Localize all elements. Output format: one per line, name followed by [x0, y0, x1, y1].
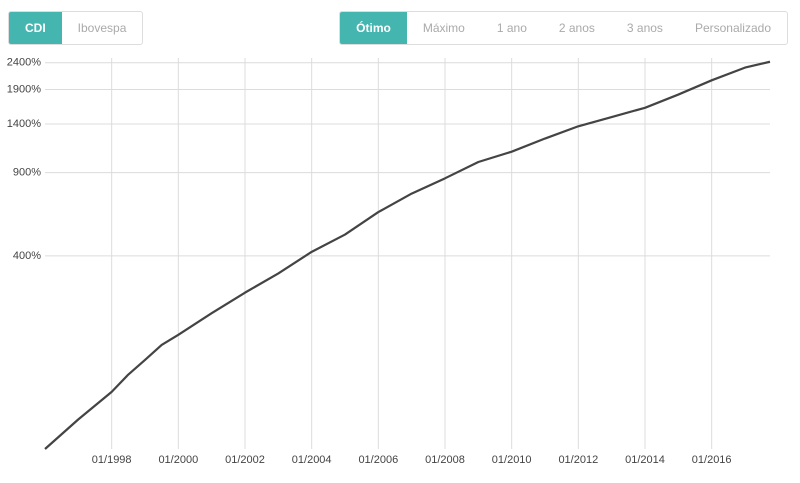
tab[interactable]: 2 anos — [558, 21, 595, 35]
y-tick-label: 900% — [13, 167, 41, 179]
x-tick-label: 01/2008 — [425, 454, 465, 466]
x-tick-label: 01/1998 — [92, 454, 132, 466]
y-tick-label: 2400% — [7, 57, 41, 69]
x-tick-label: 01/2002 — [225, 454, 265, 466]
period-tabs: Ótimo Máximo 1 ano 2 anos 3 anos Personalizad… — [339, 11, 788, 45]
x-tick-label: 01/2016 — [692, 454, 732, 466]
y-tick-label: 1400% — [7, 118, 41, 130]
tab[interactable]: Máximo — [422, 21, 465, 35]
tab[interactable]: Ibovespa — [77, 21, 127, 35]
x-tick-label: 01/2012 — [558, 454, 598, 466]
x-tick-label: 01/2010 — [492, 454, 532, 466]
tab[interactable]: 1 ano — [496, 21, 527, 35]
tab[interactable]: Personalizado — [694, 21, 771, 35]
y-tick-label: 1900% — [7, 83, 41, 95]
asset-tabs: CDI Ibovespa — [8, 11, 144, 45]
x-tick-label: 01/2006 — [358, 454, 398, 466]
x-tick-label: 01/2004 — [292, 454, 332, 466]
line — [44, 60, 771, 450]
y-tick-label: 400% — [13, 250, 41, 262]
x-tick-label: 01/2000 — [158, 454, 198, 466]
tab[interactable]: CDI — [9, 12, 62, 44]
tab[interactable]: 3 anos — [626, 21, 663, 35]
tab[interactable]: Ótimo — [340, 12, 407, 44]
x-tick-label: 01/2014 — [625, 454, 665, 466]
